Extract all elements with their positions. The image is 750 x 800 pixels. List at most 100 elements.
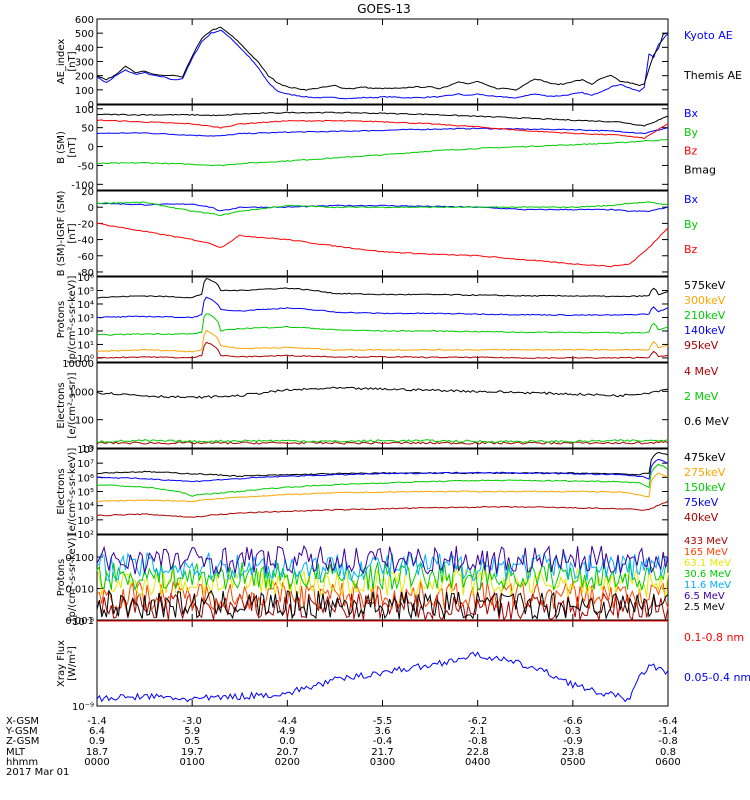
legend-entry: Bz [684,145,698,158]
series-line-Bmag [96,111,669,127]
y-tick-label: 10000 [62,359,94,370]
panel-electrons_mev: 10 100 1000 10000 Electrons[e/(cm²-s-sr)] 4 M… [56,359,729,455]
y-axis-label: Electrons[e/(cm²-s-sr)] [56,372,78,438]
y-tick-label: 10⁻⁹ [72,702,94,713]
legend-entry: 475keV [684,451,726,464]
legend-entry: 63.1 MeV [684,558,731,569]
y-axis-label-line: [p/(cm²-s-sr-keV)] [67,276,78,364]
y-axis-label: Protons[p/(cm²-s-sr-keV)] [56,276,78,364]
series-line-Themis-AE [96,26,669,91]
y-tick-label: 10² [77,530,94,541]
legend-entry: 0.1-0.8 nm [684,631,744,644]
x-value-ygsm: 3.6 [375,726,391,737]
y-tick-label: 10⁸ [77,445,94,456]
panel-protons_kev: 10⁰10¹10²10³10⁴10⁵10⁶Protons[p/(cm²-s-sr… [56,273,726,365]
series-line-475keV [96,451,669,478]
y-axis-label: Xray Flux[W/m²] [56,640,78,687]
x-value-mlt: 21.7 [371,747,393,758]
y-axis-label-line: [W/m²] [67,646,78,681]
series-line-63-1-MeV [96,567,669,599]
x-value-mlt: 23.8 [562,747,584,758]
y-tick-label: 10 [81,444,94,455]
x-value-mlt: 0.8 [660,747,676,758]
x-value-zgsm: 0.0 [279,736,295,747]
x-value-xgsm: -3.0 [182,716,202,727]
y-axis-label: B (SM)-IGRF (SM)[nT] [56,191,78,277]
y-tick-label: 0 [88,203,94,214]
y-axis-label-line: [e/(cm²-s-sr-keV)] [67,448,78,536]
y-axis-label-line: Electrons [56,468,67,514]
y-tick-label: 0.100 [65,553,94,564]
y-tick-label: 50 [81,124,94,135]
legend-entry: 2 MeV [684,390,719,403]
series-line-40keV [96,500,669,518]
y-tick-label: 200 [75,72,94,83]
y-axis-label-line: AE_index [56,39,67,85]
y-tick-label: 20 [81,187,94,198]
x-value-zgsm: -0.8 [468,736,488,747]
y-tick-label: -20 [78,219,94,230]
x-value-xgsm: -6.4 [658,716,678,727]
y-tick-label: 300 [75,58,94,69]
series-line-Bx [96,127,669,137]
y-tick-label: 10³ [77,516,94,527]
series-line-2-5-MeV [96,589,669,621]
legend-entry: 30.6 MeV [684,569,731,580]
y-tick-label: 10¹ [77,340,94,351]
y-tick-label: 10⁴ [77,300,94,311]
x-value-xgsm: -6.6 [563,716,583,727]
legend-entry: 300keV [684,294,726,307]
x-row-label: X-GSM [6,716,39,727]
y-tick-label: 0 [88,100,94,111]
y-tick-label: 10⁵ [77,488,94,499]
x-value-mlt: 20.7 [276,747,298,758]
x-value-ygsm: 5.9 [184,726,200,737]
x-value-hhmm: 0500 [560,757,585,768]
x-value-ygsm: -1.4 [658,726,678,737]
panel-xray: 10⁻⁹ 10⁻⁸ Xray Flux[W/m²] 0.1-0.8 nm 0.05-0.… [56,617,750,713]
y-axis-label-line: B (SM)-IGRF (SM) [56,191,67,277]
x-value-zgsm: 0.5 [184,736,200,747]
x-value-hhmm: 0200 [275,757,300,768]
x-value-ygsm: 4.9 [279,726,295,737]
y-tick-label: 0 [88,143,94,154]
series-line-Bz [96,119,669,140]
y-tick-label: 10⁻⁸ [72,617,94,628]
series-line-Kyoto-AE [96,29,669,100]
series-line-575keV [96,277,669,299]
y-tick-label: 600 [75,15,94,26]
y-axis-label-line: Protons [56,301,67,338]
legend-entry: Kyoto AE [684,29,733,42]
legend-entry: Bx [684,107,699,120]
y-tick-label: 100 [75,416,94,427]
x-value-ygsm: 2.1 [470,726,486,737]
series-line-Bx [97,202,669,213]
y-tick-label: 10⁷ [77,459,94,470]
x-row-label: hhmm [6,757,38,768]
y-tick-label: 0.010 [65,585,94,596]
x-row-label: Z-GSM [6,736,39,747]
legend-entry: 2.5 MeV [684,602,725,613]
x-value-xgsm: -5.5 [373,716,393,727]
legend-entry: By [684,126,699,139]
series-line-30-6-MeV [96,561,669,592]
series-line-95keV [96,341,669,360]
legend-entry: 0.05-0.4 nm [684,671,750,684]
x-value-hhmm: 0400 [465,757,490,768]
panel-frame [96,18,669,105]
y-axis-label-line: [nT] [67,223,78,243]
x-value-mlt: 18.7 [86,747,108,758]
panel-frame [96,362,669,449]
x-value-hhmm: 0300 [370,757,395,768]
panel-electrons_kev: 10²10³10⁴10⁵10⁶10⁷10⁸Electrons[e/(cm²-s-… [56,445,726,541]
series-line-By [96,201,669,217]
legend-entry: 433 MeV [684,536,728,547]
series-line-11-6-MeV [96,552,669,582]
legend-entry: 275keV [684,466,726,479]
y-axis-label-line: [e/(cm²-s-sr)] [67,372,78,438]
legend-entry: 210keV [684,309,726,322]
legend-entry: Themis AE [683,69,742,82]
y-tick-label: 10⁵ [77,286,94,297]
